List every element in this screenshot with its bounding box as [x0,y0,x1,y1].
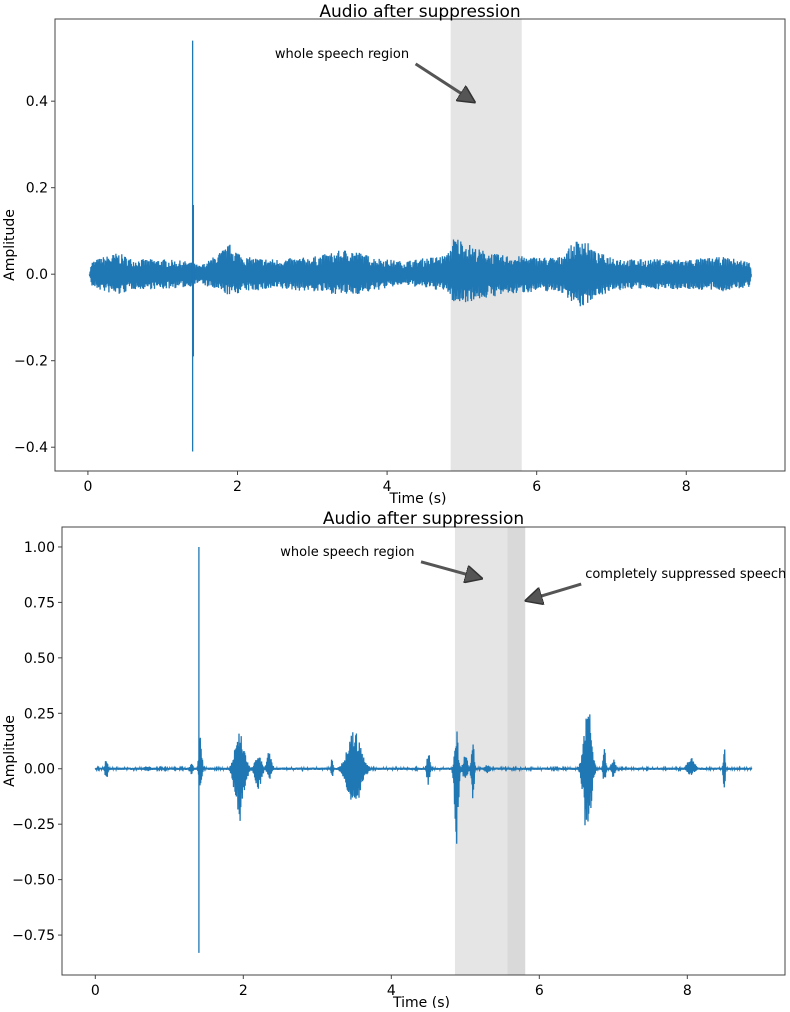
subplot-1: 0 2 4 6 8 0.4 0.2 0.0 −0.2 −0.4 Audio after suppre… [2,2,786,507]
axes-frame [61,526,786,976]
x-tick-label: 2 [233,479,242,495]
shaded-region [454,527,508,975]
x-tick-label: 8 [683,983,692,999]
y-tick-label: −0.50 [12,873,55,889]
annotation-arrow [527,582,582,600]
waveform-line [88,239,752,307]
x-tick-label: 4 [387,983,396,999]
x-tick-label: 2 [239,983,248,999]
x-tick-label: 0 [83,479,92,495]
annotation-text: whole speech region [275,47,409,62]
y-tick-label: 0.25 [24,706,55,722]
y-tick-label: 0.00 [24,762,55,778]
y-tick-label: −0.25 [12,817,55,833]
y-tick-label: −0.4 [14,440,48,456]
annotation-text: whole speech region [280,545,414,560]
x-tick-label: 6 [532,479,541,495]
y-axis-label: Amplitude [2,715,18,787]
y-tick-label: 1.00 [24,540,55,556]
chart-title: Audio after suppression [319,2,520,22]
y-tick-label: 0.4 [26,94,48,110]
x-tick-label: 6 [535,983,544,999]
y-tick-label: 0.0 [26,267,48,283]
x-tick-label: 8 [682,479,691,495]
chart-title: Audio after suppression [323,509,524,529]
x-axis-label: Time (s) [392,995,450,1008]
y-axis-label: Amplitude [2,209,18,281]
waveform-line [94,714,753,844]
x-tick-label: 0 [91,983,100,999]
x-tick-label: 4 [383,479,392,495]
annotation-arrow [414,62,474,101]
x-axis-label: Time (s) [389,491,447,507]
annotation-text: completely suppressed speech [585,567,786,582]
y-tick-label: 0.75 [24,595,55,611]
shaded-region [507,527,526,975]
y-tick-label: −0.2 [14,354,48,370]
subplot-2: 0 2 4 6 8 1.00 0.75 0.50 0.25 0.00 −0.25 −0.50 −0.75… [2,509,786,1011]
y-tick-label: −0.75 [12,928,55,944]
y-tick-label: 0.50 [24,651,55,667]
axes-frame [54,18,786,472]
y-tick-label: 0.2 [26,181,48,197]
annotation-arrow [420,560,480,578]
